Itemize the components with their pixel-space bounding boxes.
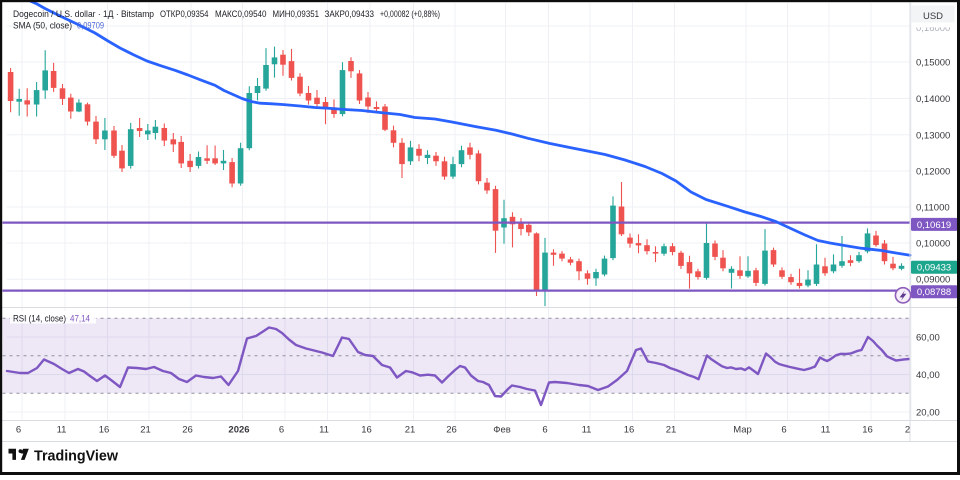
svg-text:0,13000: 0,13000 <box>916 130 950 141</box>
svg-text:МАКС0,09540: МАКС0,09540 <box>215 9 267 20</box>
svg-text:0,08788: 0,08788 <box>917 287 951 298</box>
svg-text:RSI (14, close): RSI (14, close) <box>13 314 66 325</box>
svg-text:11: 11 <box>319 425 329 436</box>
svg-text:26: 26 <box>446 425 457 436</box>
svg-text:Мар: Мар <box>733 425 752 436</box>
svg-text:0,11000: 0,11000 <box>916 203 950 214</box>
svg-text:0,10619: 0,10619 <box>917 220 951 231</box>
svg-text:0,14000: 0,14000 <box>916 94 950 105</box>
svg-text:0,10000: 0,10000 <box>916 239 950 250</box>
svg-text:16: 16 <box>361 425 372 436</box>
svg-text:16: 16 <box>862 425 873 436</box>
svg-text:МИН0,09351: МИН0,09351 <box>273 9 320 20</box>
svg-text:ОТКР0,09354: ОТКР0,09354 <box>160 9 209 20</box>
svg-text:20,00: 20,00 <box>916 408 940 419</box>
svg-text:2: 2 <box>905 425 910 436</box>
svg-text:6: 6 <box>16 425 21 436</box>
svg-text:60,00: 60,00 <box>916 333 940 344</box>
svg-text:21: 21 <box>666 425 677 436</box>
svg-text:SMA (50, close): SMA (50, close) <box>13 21 72 32</box>
svg-text:6: 6 <box>781 425 786 436</box>
svg-text:21: 21 <box>140 425 151 436</box>
svg-text:40,00: 40,00 <box>916 370 940 381</box>
svg-text:2026: 2026 <box>228 425 249 436</box>
svg-text:16: 16 <box>624 425 635 436</box>
svg-text:0,09433: 0,09433 <box>917 263 951 274</box>
svg-text:6: 6 <box>542 425 547 436</box>
svg-text:11: 11 <box>582 425 592 436</box>
svg-text:11: 11 <box>57 425 67 436</box>
svg-text:USD: USD <box>923 11 943 22</box>
svg-text:6: 6 <box>279 425 284 436</box>
svg-text:TradingView: TradingView <box>34 449 119 465</box>
svg-text:Dogecoin / U.S. dollar · 1Д ·: Dogecoin / U.S. dollar · 1Д · Bitstamp <box>13 9 154 20</box>
svg-text:0,09709: 0,09709 <box>77 21 104 32</box>
svg-text:16: 16 <box>99 425 110 436</box>
svg-text:21: 21 <box>405 425 416 436</box>
svg-text:Фев: Фев <box>493 425 511 436</box>
svg-text:11: 11 <box>821 425 831 436</box>
svg-text:0,16000: 0,16000 <box>916 23 950 34</box>
svg-text:0,15000: 0,15000 <box>916 58 950 69</box>
svg-text:47,14: 47,14 <box>70 314 90 325</box>
svg-text:+0,00082 (+0,88%): +0,00082 (+0,88%) <box>380 9 440 20</box>
svg-text:0,09000: 0,09000 <box>916 275 950 286</box>
svg-text:26: 26 <box>182 425 193 436</box>
svg-text:0,12000: 0,12000 <box>916 167 950 178</box>
svg-text:ЗАКР0,09433: ЗАКР0,09433 <box>325 9 375 20</box>
